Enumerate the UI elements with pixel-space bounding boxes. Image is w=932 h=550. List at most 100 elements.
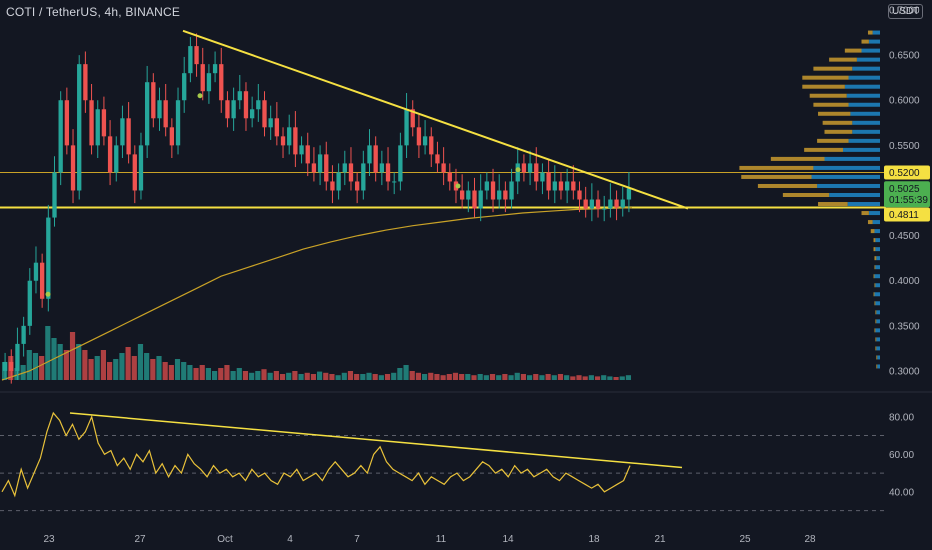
candle-body[interactable]: [256, 100, 261, 110]
candle-body[interactable]: [15, 343, 20, 371]
candle-body[interactable]: [509, 181, 514, 200]
candle-body[interactable]: [274, 118, 280, 137]
candle-body[interactable]: [46, 217, 51, 299]
candle-body[interactable]: [138, 145, 144, 191]
candle-body[interactable]: [527, 163, 533, 173]
candle-body[interactable]: [163, 100, 168, 128]
candle-body[interactable]: [120, 118, 125, 146]
candle-body[interactable]: [385, 163, 391, 182]
candle-body[interactable]: [169, 127, 175, 146]
candle-body[interactable]: [490, 181, 496, 200]
candle-body[interactable]: [305, 145, 310, 164]
candle-body[interactable]: [558, 181, 564, 191]
candle-body[interactable]: [107, 136, 113, 173]
candle-body[interactable]: [564, 181, 570, 191]
candle-body[interactable]: [447, 172, 452, 182]
candle-body[interactable]: [521, 163, 527, 173]
candle-body[interactable]: [151, 82, 156, 119]
candle-body[interactable]: [39, 262, 45, 299]
candle-body[interactable]: [336, 172, 341, 191]
candle-body[interactable]: [293, 127, 298, 155]
candle-body[interactable]: [361, 163, 366, 191]
candle-body[interactable]: [21, 325, 26, 344]
candle-body[interactable]: [101, 109, 107, 137]
candle-body[interactable]: [280, 136, 286, 146]
candle-body[interactable]: [348, 163, 354, 182]
candle-body[interactable]: [608, 199, 613, 209]
candle-body[interactable]: [58, 100, 63, 173]
rsi-trendline[interactable]: [69, 412, 683, 469]
candle-body[interactable]: [330, 181, 335, 191]
candle-body[interactable]: [342, 163, 347, 173]
candle-body[interactable]: [287, 127, 292, 146]
candle-body[interactable]: [182, 73, 187, 101]
candle-body[interactable]: [540, 172, 545, 182]
candle-body[interactable]: [429, 136, 434, 155]
candle-body[interactable]: [206, 73, 212, 92]
candle-body[interactable]: [188, 46, 193, 74]
candle-body[interactable]: [497, 190, 502, 200]
candle-body[interactable]: [602, 208, 607, 210]
candle-body[interactable]: [77, 64, 82, 191]
candle-body[interactable]: [231, 100, 236, 119]
candle-body[interactable]: [410, 109, 415, 128]
candle-body[interactable]: [237, 91, 242, 101]
candle-body[interactable]: [478, 190, 483, 209]
candle-body[interactable]: [9, 361, 14, 371]
candle-body[interactable]: [472, 190, 477, 209]
candle-body[interactable]: [626, 188, 632, 200]
candle-body[interactable]: [416, 127, 422, 146]
candle-body[interactable]: [83, 64, 88, 101]
candle-body[interactable]: [583, 199, 588, 209]
candle-body[interactable]: [595, 199, 601, 209]
candle-body[interactable]: [367, 145, 372, 164]
candle-body[interactable]: [89, 100, 94, 146]
candle-body[interactable]: [571, 181, 576, 191]
candle-body[interactable]: [64, 100, 70, 146]
candle-body[interactable]: [317, 154, 323, 173]
candle-body[interactable]: [33, 262, 39, 281]
candle-body[interactable]: [466, 190, 471, 200]
candle-body[interactable]: [249, 109, 255, 119]
candle-body[interactable]: [441, 163, 446, 173]
candle-body[interactable]: [95, 109, 100, 146]
candle-body[interactable]: [398, 145, 403, 182]
candle-body[interactable]: [2, 361, 8, 371]
candle-body[interactable]: [212, 64, 218, 74]
candle-body[interactable]: [515, 163, 520, 182]
candle-body[interactable]: [114, 145, 119, 173]
candle-body[interactable]: [299, 145, 304, 155]
candle-body[interactable]: [422, 136, 428, 146]
candle-body[interactable]: [534, 163, 539, 182]
candle-body[interactable]: [144, 82, 150, 146]
candle-body[interactable]: [70, 145, 76, 191]
currency-badge[interactable]: USDT: [888, 4, 924, 19]
candle-body[interactable]: [614, 199, 619, 208]
candle-body[interactable]: [459, 190, 465, 200]
candle-body[interactable]: [200, 64, 205, 92]
candle-body[interactable]: [225, 100, 230, 119]
candle-body[interactable]: [262, 100, 267, 128]
candle-body[interactable]: [379, 163, 385, 173]
price-trendline[interactable]: [182, 29, 689, 210]
candle-body[interactable]: [268, 118, 273, 128]
candle-body[interactable]: [404, 109, 409, 146]
candle-body[interactable]: [373, 145, 378, 173]
candle-body[interactable]: [157, 100, 162, 119]
candle-body[interactable]: [311, 163, 317, 173]
candle-body[interactable]: [392, 181, 397, 183]
candle-body[interactable]: [552, 181, 557, 191]
candle-body[interactable]: [194, 46, 199, 65]
candle-body[interactable]: [324, 154, 329, 182]
candle-body[interactable]: [52, 172, 57, 218]
candle-body[interactable]: [435, 154, 440, 164]
candle-body[interactable]: [132, 154, 137, 191]
candle-body[interactable]: [126, 118, 131, 155]
candle-body[interactable]: [219, 64, 224, 101]
candle-body[interactable]: [27, 280, 32, 326]
candle-body[interactable]: [546, 172, 551, 191]
candle-body[interactable]: [503, 190, 508, 200]
candle-body[interactable]: [175, 100, 181, 146]
candle-body[interactable]: [589, 199, 595, 209]
